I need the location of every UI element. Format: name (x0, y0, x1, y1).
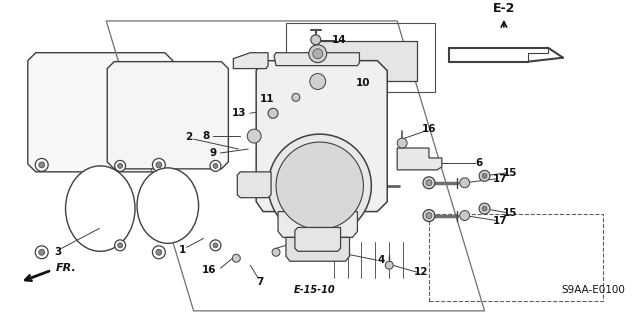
Text: 3: 3 (54, 247, 61, 257)
Polygon shape (397, 148, 442, 170)
Text: S9AA-E0100: S9AA-E0100 (561, 285, 625, 295)
Text: 6: 6 (475, 158, 482, 168)
Circle shape (460, 211, 470, 220)
Text: E-15-10: E-15-10 (294, 285, 335, 295)
Circle shape (118, 243, 123, 248)
Circle shape (460, 178, 470, 188)
Circle shape (423, 177, 435, 189)
Polygon shape (295, 227, 340, 251)
Circle shape (272, 248, 280, 256)
Circle shape (213, 243, 218, 248)
Circle shape (276, 142, 364, 229)
Circle shape (479, 203, 490, 214)
Ellipse shape (65, 166, 135, 251)
Polygon shape (278, 211, 358, 237)
Circle shape (156, 249, 162, 255)
Text: E-2: E-2 (493, 2, 515, 15)
Text: 10: 10 (356, 78, 371, 88)
Text: 16: 16 (422, 124, 436, 134)
Text: 7: 7 (257, 277, 264, 287)
Circle shape (482, 206, 487, 211)
Text: 17: 17 (493, 216, 508, 226)
Circle shape (213, 163, 218, 168)
Circle shape (313, 49, 323, 59)
Circle shape (310, 74, 326, 89)
Text: 8: 8 (202, 131, 209, 141)
Circle shape (39, 162, 45, 168)
Text: 9: 9 (209, 148, 216, 158)
Circle shape (426, 180, 432, 186)
Circle shape (309, 45, 326, 63)
Ellipse shape (137, 168, 198, 243)
Circle shape (156, 162, 162, 168)
Circle shape (39, 249, 45, 255)
Polygon shape (234, 53, 268, 69)
Text: FR.: FR. (56, 263, 76, 273)
Circle shape (385, 261, 393, 269)
Circle shape (247, 129, 261, 143)
Circle shape (35, 246, 48, 259)
Circle shape (268, 108, 278, 118)
Text: 4: 4 (378, 255, 385, 265)
Polygon shape (286, 237, 349, 261)
Circle shape (115, 240, 125, 251)
Text: 17: 17 (493, 174, 508, 184)
Circle shape (152, 159, 165, 171)
Text: 15: 15 (503, 168, 518, 178)
Text: 11: 11 (260, 94, 274, 104)
Circle shape (311, 35, 321, 45)
Circle shape (210, 160, 221, 171)
Polygon shape (274, 53, 360, 66)
Circle shape (115, 160, 125, 171)
Polygon shape (237, 172, 271, 198)
Text: 1: 1 (179, 245, 186, 255)
Circle shape (118, 163, 123, 168)
Text: 2: 2 (185, 132, 192, 142)
Text: 12: 12 (413, 267, 428, 277)
Circle shape (423, 210, 435, 221)
Polygon shape (28, 53, 173, 172)
Text: 16: 16 (202, 265, 216, 275)
Circle shape (292, 93, 300, 101)
Circle shape (397, 138, 407, 148)
Circle shape (210, 240, 221, 251)
Text: 13: 13 (232, 108, 246, 118)
Text: 5: 5 (310, 231, 317, 241)
Circle shape (479, 170, 490, 181)
Polygon shape (317, 41, 417, 80)
Circle shape (35, 159, 48, 171)
Polygon shape (256, 61, 387, 211)
Circle shape (426, 212, 432, 219)
Circle shape (232, 254, 240, 262)
Circle shape (152, 246, 165, 259)
Text: 14: 14 (332, 35, 347, 45)
Circle shape (482, 173, 487, 178)
Circle shape (268, 134, 371, 237)
Text: 15: 15 (503, 208, 518, 218)
Polygon shape (108, 62, 228, 169)
